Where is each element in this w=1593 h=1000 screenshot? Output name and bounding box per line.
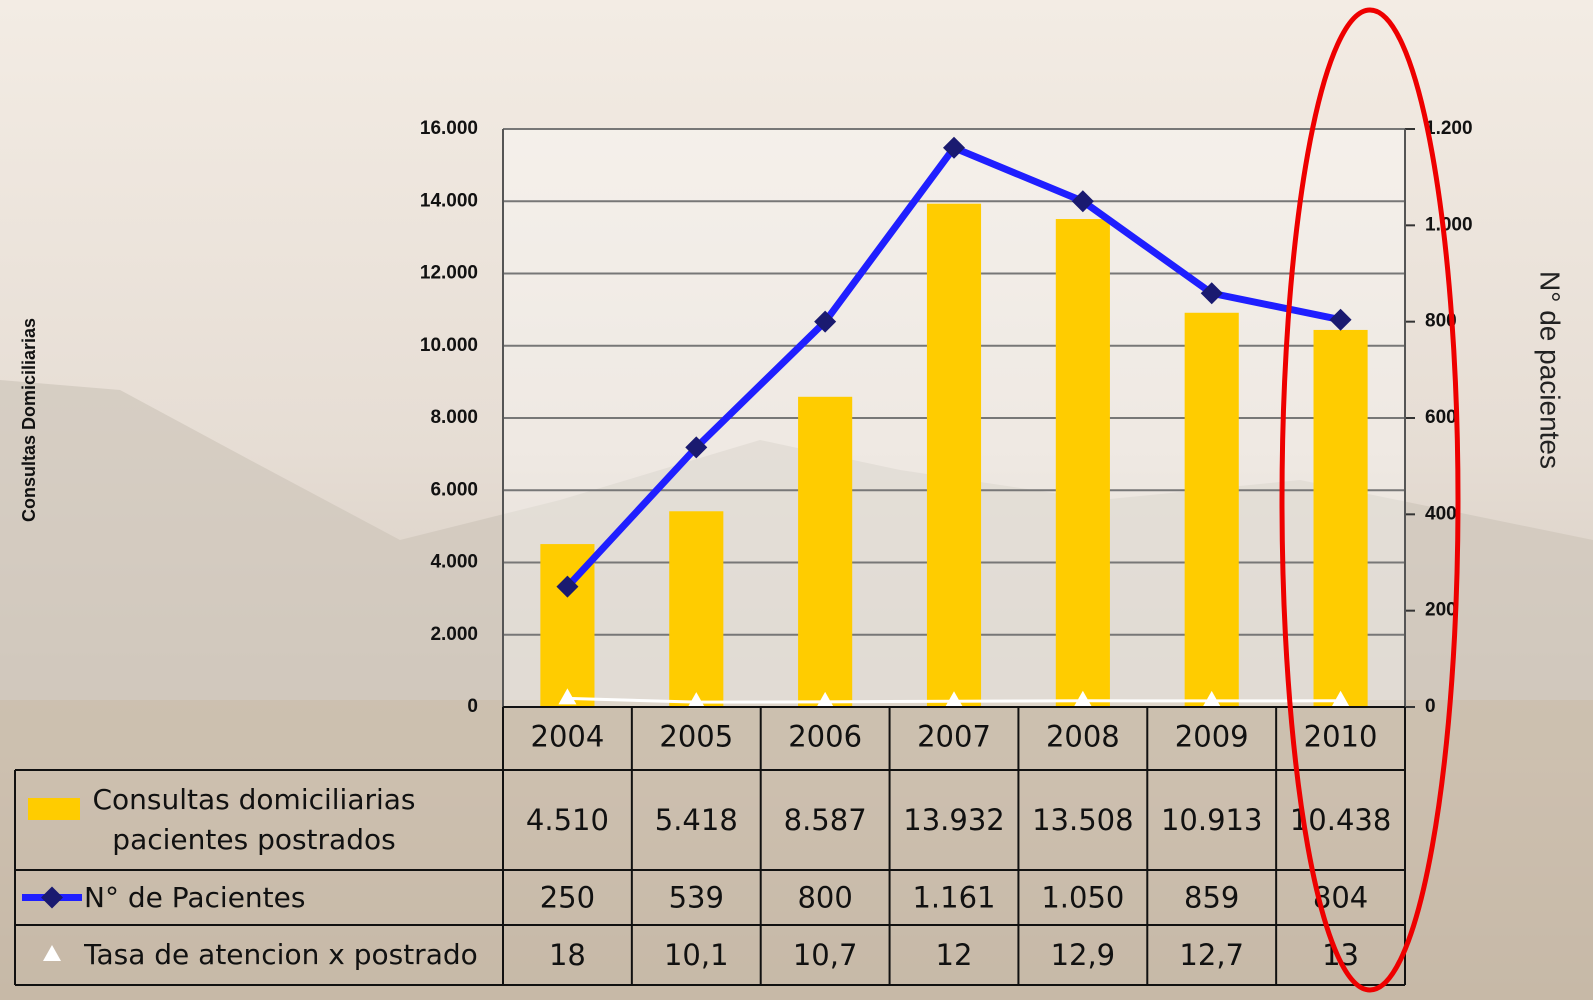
data-label: 1.050 xyxy=(1041,881,1124,915)
y-tick-label: 6.000 xyxy=(430,479,478,500)
data-label: 10,7 xyxy=(793,938,858,972)
legend-label-box: N° de Pacientes xyxy=(84,872,497,923)
data-label: 13.508 xyxy=(1032,803,1133,837)
legend-label-box: Tasa de atencion x postrado xyxy=(84,927,497,983)
y2-tick-label: 1.200 xyxy=(1425,118,1473,139)
x-tick-label: 2009 xyxy=(1175,720,1249,754)
y2-tick-label: 1.000 xyxy=(1425,214,1473,235)
x-tick-label: 2004 xyxy=(531,720,605,754)
y-tick-label: 14.000 xyxy=(420,190,478,211)
legend-label: Tasa de atencion x postrado xyxy=(84,927,497,983)
bar xyxy=(1314,330,1368,707)
bar xyxy=(1185,313,1239,707)
data-label: 800 xyxy=(797,881,852,915)
y2-tick-label: 0 xyxy=(1425,696,1436,717)
x-tick-label: 2010 xyxy=(1304,720,1378,754)
bar xyxy=(1056,219,1110,707)
y-tick-label: 2.000 xyxy=(430,624,478,645)
x-tick-label: 2006 xyxy=(788,720,862,754)
legend-label: Consultas domiciliarias pacientes postra… xyxy=(84,772,424,868)
data-label: 13.932 xyxy=(903,803,1004,837)
data-label: 5.418 xyxy=(655,803,738,837)
data-label: 1.161 xyxy=(912,881,995,915)
legend-swatch xyxy=(28,798,80,820)
legend-label-box: Consultas domiciliarias pacientes postra… xyxy=(84,772,497,868)
y-tick-label: 4.000 xyxy=(430,552,478,573)
x-tick-label: 2005 xyxy=(659,720,733,754)
data-label: 10,1 xyxy=(664,938,729,972)
y-tick-label: 12.000 xyxy=(420,263,478,284)
data-label: 8.587 xyxy=(784,803,867,837)
data-label: 18 xyxy=(549,938,586,972)
data-label: 539 xyxy=(669,881,724,915)
y2-tick-label: 200 xyxy=(1425,600,1457,621)
y-tick-label: 16.000 xyxy=(420,118,478,139)
data-label: 4.510 xyxy=(526,803,609,837)
data-label: 12 xyxy=(936,938,973,972)
bar xyxy=(927,204,981,707)
y2-tick-label: 400 xyxy=(1425,503,1457,524)
legend-label: N° de Pacientes xyxy=(84,872,497,923)
y-axis-title: Consultas Domiciliarias xyxy=(19,318,39,522)
data-label: 859 xyxy=(1184,881,1239,915)
x-tick-label: 2007 xyxy=(917,720,991,754)
data-label: 12,9 xyxy=(1051,938,1116,972)
x-tick-label: 2008 xyxy=(1046,720,1120,754)
y-tick-label: 0 xyxy=(467,696,478,717)
y-tick-label: 8.000 xyxy=(430,407,478,428)
data-label: 250 xyxy=(540,881,595,915)
data-label: 12,7 xyxy=(1179,938,1244,972)
y2-tick-label: 600 xyxy=(1425,407,1457,428)
data-label: 10.913 xyxy=(1161,803,1262,837)
bar xyxy=(669,511,723,707)
bar xyxy=(798,397,852,707)
chart: Consultas Domiciliarias N° de pacientes … xyxy=(0,0,1593,1000)
y2-axis-title: N° de pacientes xyxy=(1535,271,1566,469)
y-tick-label: 10.000 xyxy=(420,335,478,356)
